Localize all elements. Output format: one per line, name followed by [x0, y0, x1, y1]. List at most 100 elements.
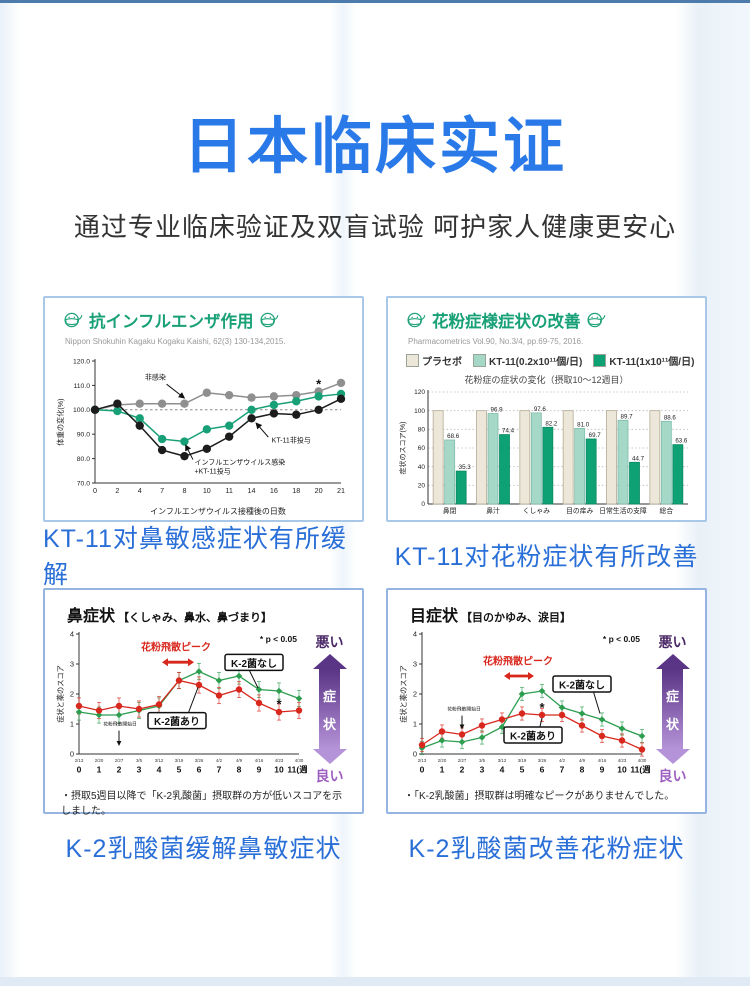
svg-text:14: 14	[248, 486, 256, 495]
severity-arrow-shape: 症状	[655, 654, 690, 764]
svg-text:4/9: 4/9	[579, 758, 586, 763]
svg-text:2: 2	[413, 689, 417, 698]
svg-text:7: 7	[160, 486, 164, 495]
svg-text:4/16: 4/16	[255, 758, 264, 763]
caption-eye: K-2乳酸菌改善花粉症状	[408, 835, 685, 863]
svg-text:5: 5	[520, 765, 525, 775]
svg-text:3: 3	[137, 765, 142, 775]
svg-text:*: *	[316, 376, 322, 391]
svg-text:3/19: 3/19	[175, 758, 184, 763]
svg-text:10: 10	[203, 486, 211, 495]
svg-text:120.0: 120.0	[73, 358, 90, 365]
svg-text:9: 9	[257, 765, 262, 775]
arrow-down-head	[655, 749, 690, 764]
nose-chart: 0 1 2 3 4 2/13 2/20 2/27 3/5 3/12 3/19 3/26 4/2 4/9 4/…	[55, 628, 307, 786]
svg-text:2: 2	[115, 486, 119, 495]
svg-text:インフルエンザウイルス感染: インフルエンザウイルス感染	[195, 457, 286, 466]
svg-text:8: 8	[237, 765, 242, 775]
legend-label: KT-11(1x10¹¹個/日)	[609, 357, 695, 368]
nose-title-note: 【くしゃみ、鼻水、鼻づまり】	[118, 612, 273, 624]
svg-text:症状のスコア(%): 症状のスコア(%)	[398, 422, 407, 475]
svg-text:2/13: 2/13	[418, 758, 427, 763]
severity-arrow: 悪い 症状 良い	[307, 632, 352, 786]
svg-text:症状と薬のスコア: 症状と薬のスコア	[399, 665, 408, 723]
svg-text:インフルエンザウイルス接種後の日数: インフルエンザウイルス接種後の日数	[150, 506, 286, 516]
mask-face-icon	[407, 312, 426, 328]
eye-chart: 0 1 2 3 4 2/13 2/20 2/27 3/5 3/12 3/19 3/26 4/2 4/9 4/…	[398, 628, 650, 786]
svg-text:6: 6	[540, 765, 545, 775]
svg-text:0: 0	[70, 749, 74, 758]
svg-text:8: 8	[182, 486, 186, 495]
eye-chart-row: 0 1 2 3 4 2/13 2/20 2/27 3/5 3/12 3/19 3/26 4/2 4/9 4/…	[398, 628, 695, 786]
svg-text:96.9: 96.9	[491, 407, 504, 414]
svg-text:20: 20	[315, 486, 323, 495]
footer-strip	[0, 977, 750, 986]
svg-text:非感染: 非感染	[145, 372, 166, 381]
nose-chart-svg: 0 1 2 3 4 2/13 2/20 2/27 3/5 3/12 3/19 3/26 4/2 4/9 4/…	[56, 629, 307, 775]
eye-title-text: 目症状	[410, 608, 459, 625]
svg-text:11(週): 11(週)	[287, 765, 307, 775]
arrow-up-head	[655, 654, 690, 669]
svg-text:2: 2	[460, 765, 465, 775]
arrow-body	[662, 669, 683, 749]
caption-pollen: KT-11对花粉症状有所改善	[394, 543, 699, 571]
svg-text:*: *	[539, 700, 545, 715]
svg-text:体重の変化(%): 体重の変化(%)	[56, 398, 65, 445]
svg-text:3/5: 3/5	[136, 758, 143, 763]
eye-footnote: ・「K-2乳酸菌」摂取群は明確なピークがありませんでした。	[404, 791, 675, 802]
severity-mid-label: 症状	[665, 688, 679, 732]
svg-text:目の痒み: 目の痒み	[566, 506, 593, 515]
panel-grid: 抗インフルエンザ作用 Nippon Shokuhin Kagaku Kogaku…	[43, 296, 707, 880]
svg-text:4/30: 4/30	[638, 758, 647, 763]
svg-text:1: 1	[97, 765, 102, 775]
flu-panel: 抗インフルエンザ作用 Nippon Shokuhin Kagaku Kogaku…	[43, 296, 364, 522]
svg-text:3/26: 3/26	[538, 758, 547, 763]
severity-arrow: 悪い 症状 良い	[650, 632, 695, 786]
svg-text:70.0: 70.0	[77, 480, 90, 487]
eye-title-note: 【目のかゆみ、涙目】	[461, 612, 572, 624]
svg-text:2/27: 2/27	[458, 758, 467, 763]
svg-text:16: 16	[270, 486, 278, 495]
svg-text:68.6: 68.6	[447, 433, 460, 440]
svg-text:0: 0	[413, 749, 417, 758]
svg-text:4: 4	[500, 765, 505, 775]
svg-text:90.0: 90.0	[77, 432, 90, 439]
svg-text:18: 18	[292, 486, 300, 495]
svg-text:0: 0	[77, 765, 82, 775]
pollen-chart-subtitle: 花粉症の症状の変化（摂取10～12週目）	[464, 375, 629, 385]
svg-text:6: 6	[197, 765, 202, 775]
svg-text:0: 0	[420, 765, 425, 775]
svg-text:10: 10	[274, 765, 284, 775]
svg-text:4/2: 4/2	[559, 758, 566, 763]
svg-text:35.3: 35.3	[459, 464, 472, 471]
flu-chart: 70.0 80.0 90.0 100.0 110.0 120.0 0 2 4 7 8 10 11 14 16…	[55, 353, 352, 517]
svg-text:総合: 総合	[660, 506, 674, 515]
svg-text:4/30: 4/30	[295, 758, 304, 763]
svg-text:* p < 0.05: * p < 0.05	[603, 634, 640, 644]
svg-text:3/26: 3/26	[195, 758, 204, 763]
nose-chart-row: 0 1 2 3 4 2/13 2/20 2/27 3/5 3/12 3/19 3/26 4/2 4/9 4/…	[55, 628, 352, 786]
svg-text:3/5: 3/5	[479, 758, 486, 763]
svg-text:花粉飛散開始日: 花粉飛散開始日	[447, 706, 481, 713]
pollen-panel: 花粉症様症状の改善 Pharmacometrics Vol.90, No.3/4…	[386, 296, 707, 522]
svg-text:2/20: 2/20	[438, 758, 447, 763]
svg-text:80: 80	[418, 427, 426, 434]
svg-text:* p < 0.05: * p < 0.05	[260, 634, 297, 644]
severity-bad-label: 悪い	[658, 634, 687, 650]
severity-bad-label: 悪い	[315, 634, 344, 650]
severity-arrow-shape: 症状	[312, 654, 347, 764]
legend-item-kt11-high: KT-11(1x10¹¹個/日)	[593, 353, 694, 368]
svg-text:81.0: 81.0	[577, 421, 590, 428]
svg-text:3/12: 3/12	[155, 758, 164, 763]
svg-text:97.6: 97.6	[534, 406, 547, 413]
svg-text:*: *	[276, 696, 282, 711]
page-subtitle: 通过专业临床验证及双盲试验 呵护家人健康更安心	[73, 212, 677, 242]
pollen-panel-title: 花粉症様症状の改善	[432, 313, 581, 331]
svg-text:88.6: 88.6	[664, 414, 677, 421]
svg-text:+KT-11投与: +KT-11投与	[195, 467, 231, 476]
legend-item-kt11-low: KT-11(0.2x10¹¹個/日)	[473, 353, 582, 368]
mask-face-icon	[259, 312, 278, 328]
svg-text:9: 9	[600, 765, 605, 775]
pollen-panel-header: 花粉症様症状の改善	[406, 308, 695, 332]
